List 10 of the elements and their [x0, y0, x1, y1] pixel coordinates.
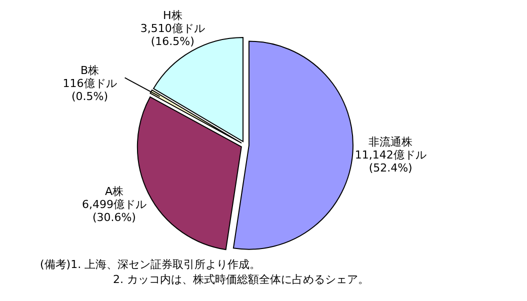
data-label: 3,510億ドル (16.5%)	[140, 22, 205, 48]
slice-label: H株	[163, 9, 182, 22]
slice-label: A株	[104, 185, 124, 198]
slice-label: B株	[80, 64, 100, 78]
data-label: 6,499億ドル (30.6%)	[82, 198, 146, 224]
slice-label: 非流通株	[368, 136, 413, 149]
data-label: 11,142億ドル (52.4%)	[354, 148, 426, 175]
text: 2. カッコ内は、株式時価総額全体に占めるシェア。	[113, 273, 369, 286]
text: (備考)1. 上海、深セン証券取引所より作成。	[40, 258, 261, 271]
data-label: 116億ドル (0.5%)	[62, 77, 117, 104]
